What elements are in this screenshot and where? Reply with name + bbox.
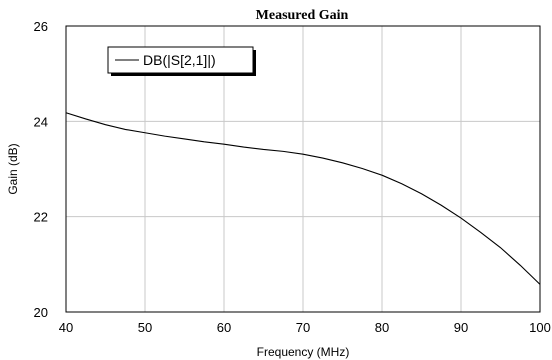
legend: DB(|S[2,1]|) — [107, 46, 256, 76]
y-axis-label: Gain (dB) — [6, 143, 20, 194]
x-tick-label: 70 — [296, 320, 310, 335]
x-tick-label: 80 — [375, 320, 389, 335]
y-tick-label: 20 — [34, 305, 48, 320]
series-line — [65, 112, 541, 285]
x-axis-label: Frequency (MHz) — [257, 345, 350, 359]
x-tick-label: 40 — [59, 320, 73, 335]
y-tick-label: 26 — [34, 19, 48, 34]
y-tick-labels: 20 22 24 26 — [34, 19, 48, 320]
series-layer — [65, 112, 541, 285]
x-tick-labels: 40 50 60 70 80 90 100 — [59, 320, 551, 335]
x-tick-label: 90 — [454, 320, 468, 335]
x-tick-label: 50 — [138, 320, 152, 335]
x-tick-label: 60 — [217, 320, 231, 335]
legend-label: DB(|S[2,1]|) — [143, 52, 216, 68]
x-tick-label: 100 — [529, 320, 551, 335]
chart-title: Measured Gain — [256, 8, 349, 23]
y-tick-label: 22 — [34, 210, 48, 225]
plot-frame — [65, 25, 541, 313]
y-tick-label: 24 — [34, 114, 48, 129]
